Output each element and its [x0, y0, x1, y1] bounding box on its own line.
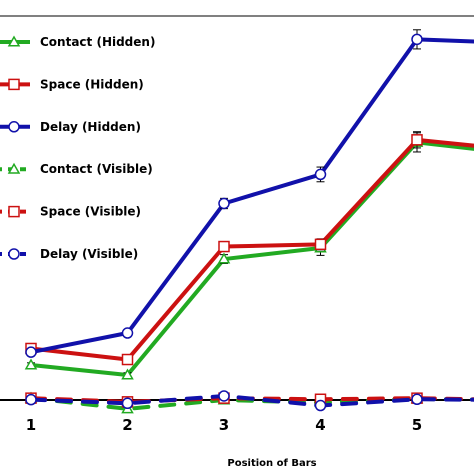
- series-delay-visible: [25, 390, 474, 412]
- series-delay-visible-point-1: [25, 393, 37, 406]
- series-delay-hidden: [25, 29, 474, 358]
- x-axis-title: Position of Bars: [227, 458, 316, 469]
- legend-item-contact-visible: Contact (Visible): [0, 162, 153, 176]
- series-contact-hidden-line: [29, 140, 474, 377]
- legend-item-delay-visible-label: Delay (Visible): [40, 247, 138, 261]
- legend: Contact (Hidden) Space (Hidden) Delay (Hid…: [0, 35, 155, 261]
- series-delay-hidden-point-4: [314, 168, 327, 181]
- series-layer: [24, 29, 474, 414]
- series-space-hidden: [25, 131, 474, 366]
- series-contact-hidden-point-1: [24, 358, 38, 370]
- series-contact-hidden-point-2: [121, 368, 134, 380]
- legend-item-contact-visible-label: Contact (Visible): [40, 162, 153, 176]
- series-space-hidden-point-4: [314, 238, 327, 251]
- legend-item-space-hidden-marker: [8, 78, 20, 91]
- series-delay-hidden-point-2: [121, 327, 134, 339]
- legend-item-delay-hidden-label: Delay (Hidden): [40, 120, 141, 134]
- series-delay-hidden-point-3: [218, 197, 230, 210]
- x-tick-label-5: 5: [412, 416, 422, 434]
- series-delay-visible-point-2: [121, 397, 134, 410]
- legend-item-contact-hidden-label: Contact (Hidden): [40, 35, 155, 49]
- series-space-hidden-point-2: [121, 353, 134, 366]
- legend-item-delay-hidden: Delay (Hidden): [0, 120, 141, 134]
- series-space-hidden-point-5: [411, 134, 423, 146]
- legend-item-delay-visible: Delay (Visible): [0, 247, 138, 261]
- series-space-hidden-line: [29, 137, 474, 362]
- series-delay-visible-point-4: [314, 399, 327, 412]
- legend-item-contact-hidden-marker: [7, 35, 21, 47]
- series-delay-hidden-line: [29, 37, 474, 355]
- series-contact-hidden-point-3: [217, 252, 231, 264]
- series-delay-visible-point-3: [218, 390, 230, 402]
- x-tick-label-1: 1: [26, 416, 36, 434]
- legend-item-space-visible: Space (Visible): [0, 205, 141, 219]
- x-tick-labels: 123456: [26, 416, 422, 434]
- series-delay-hidden-point-5: [411, 33, 423, 46]
- legend-item-delay-hidden-marker: [8, 121, 20, 133]
- series-space-hidden-point-3: [218, 240, 230, 253]
- legend-item-delay-visible-marker: [8, 248, 20, 260]
- legend-item-contact-hidden: Contact (Hidden): [0, 35, 155, 49]
- series-delay-hidden-point-1: [25, 346, 37, 358]
- legend-item-space-visible-marker: [8, 205, 20, 218]
- legend-item-space-hidden-label: Space (Hidden): [40, 77, 144, 91]
- series-delay-visible-point-5: [411, 393, 423, 406]
- series-delay-visible-line: [29, 393, 474, 408]
- x-tick-label-3: 3: [219, 416, 229, 434]
- legend-item-contact-visible-marker: [7, 162, 21, 174]
- legend-item-space-hidden: Space (Hidden): [0, 77, 144, 91]
- legend-item-space-visible-label: Space (Visible): [40, 205, 141, 219]
- x-tick-label-4: 4: [315, 416, 325, 434]
- x-tick-label-2: 2: [122, 416, 132, 434]
